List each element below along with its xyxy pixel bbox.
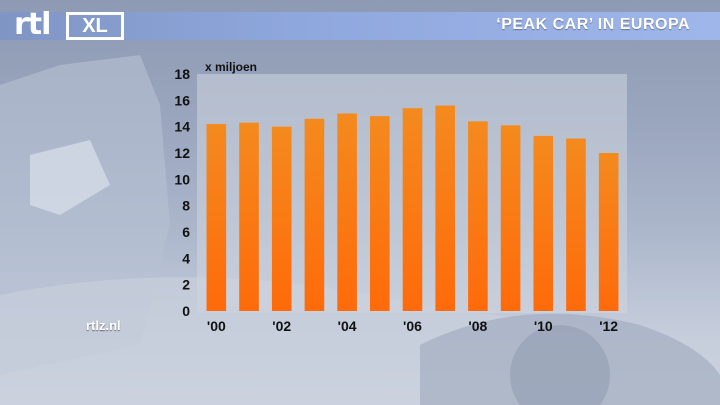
logo-text: rtl [14,7,51,42]
bar-2007 [435,105,455,311]
y-tick-label: 16 [174,92,190,108]
chart-title: ‘PEAK CAR’ IN EUROPA [496,16,690,33]
x-tick-label: '10 [534,318,553,334]
bar-2006 [402,108,423,311]
y-tick-label: 8 [182,198,190,214]
x-tick-label: '12 [599,318,618,334]
y-tick-label: 2 [182,277,190,293]
channel-logo: rtl XL [12,8,124,42]
y-tick-label: 4 [182,250,190,266]
y-axis-unit-label: x miljoen [205,60,258,74]
bar-2010 [533,135,554,311]
bar-2004 [337,113,357,311]
y-tick-label: 10 [174,171,190,187]
y-tick-label: 18 [174,66,190,82]
bar-2002 [271,126,292,312]
x-tick-label: '00 [207,318,226,334]
car-background-image [0,55,720,405]
y-tick-label: 14 [174,119,190,135]
header-bar [0,12,720,40]
x-tick-label: '06 [403,318,422,334]
bar-2008 [468,121,488,312]
bar-2005 [370,116,390,311]
x-tick-label: '08 [468,318,487,334]
bar-2001 [239,122,259,311]
bar-2011 [566,138,586,311]
y-tick-label: 0 [182,303,190,319]
bar-2009 [500,125,521,311]
y-tick-label: 12 [174,145,190,161]
bar-2003 [304,118,325,312]
y-tick-label: 6 [182,224,190,240]
logo-badge: XL [66,12,124,40]
x-tick-label: '02 [272,318,291,334]
x-tick-label: '04 [338,318,357,334]
bar-2000 [206,124,227,312]
bar-2012 [598,153,619,311]
source-label: rtlz.nl [86,318,121,333]
